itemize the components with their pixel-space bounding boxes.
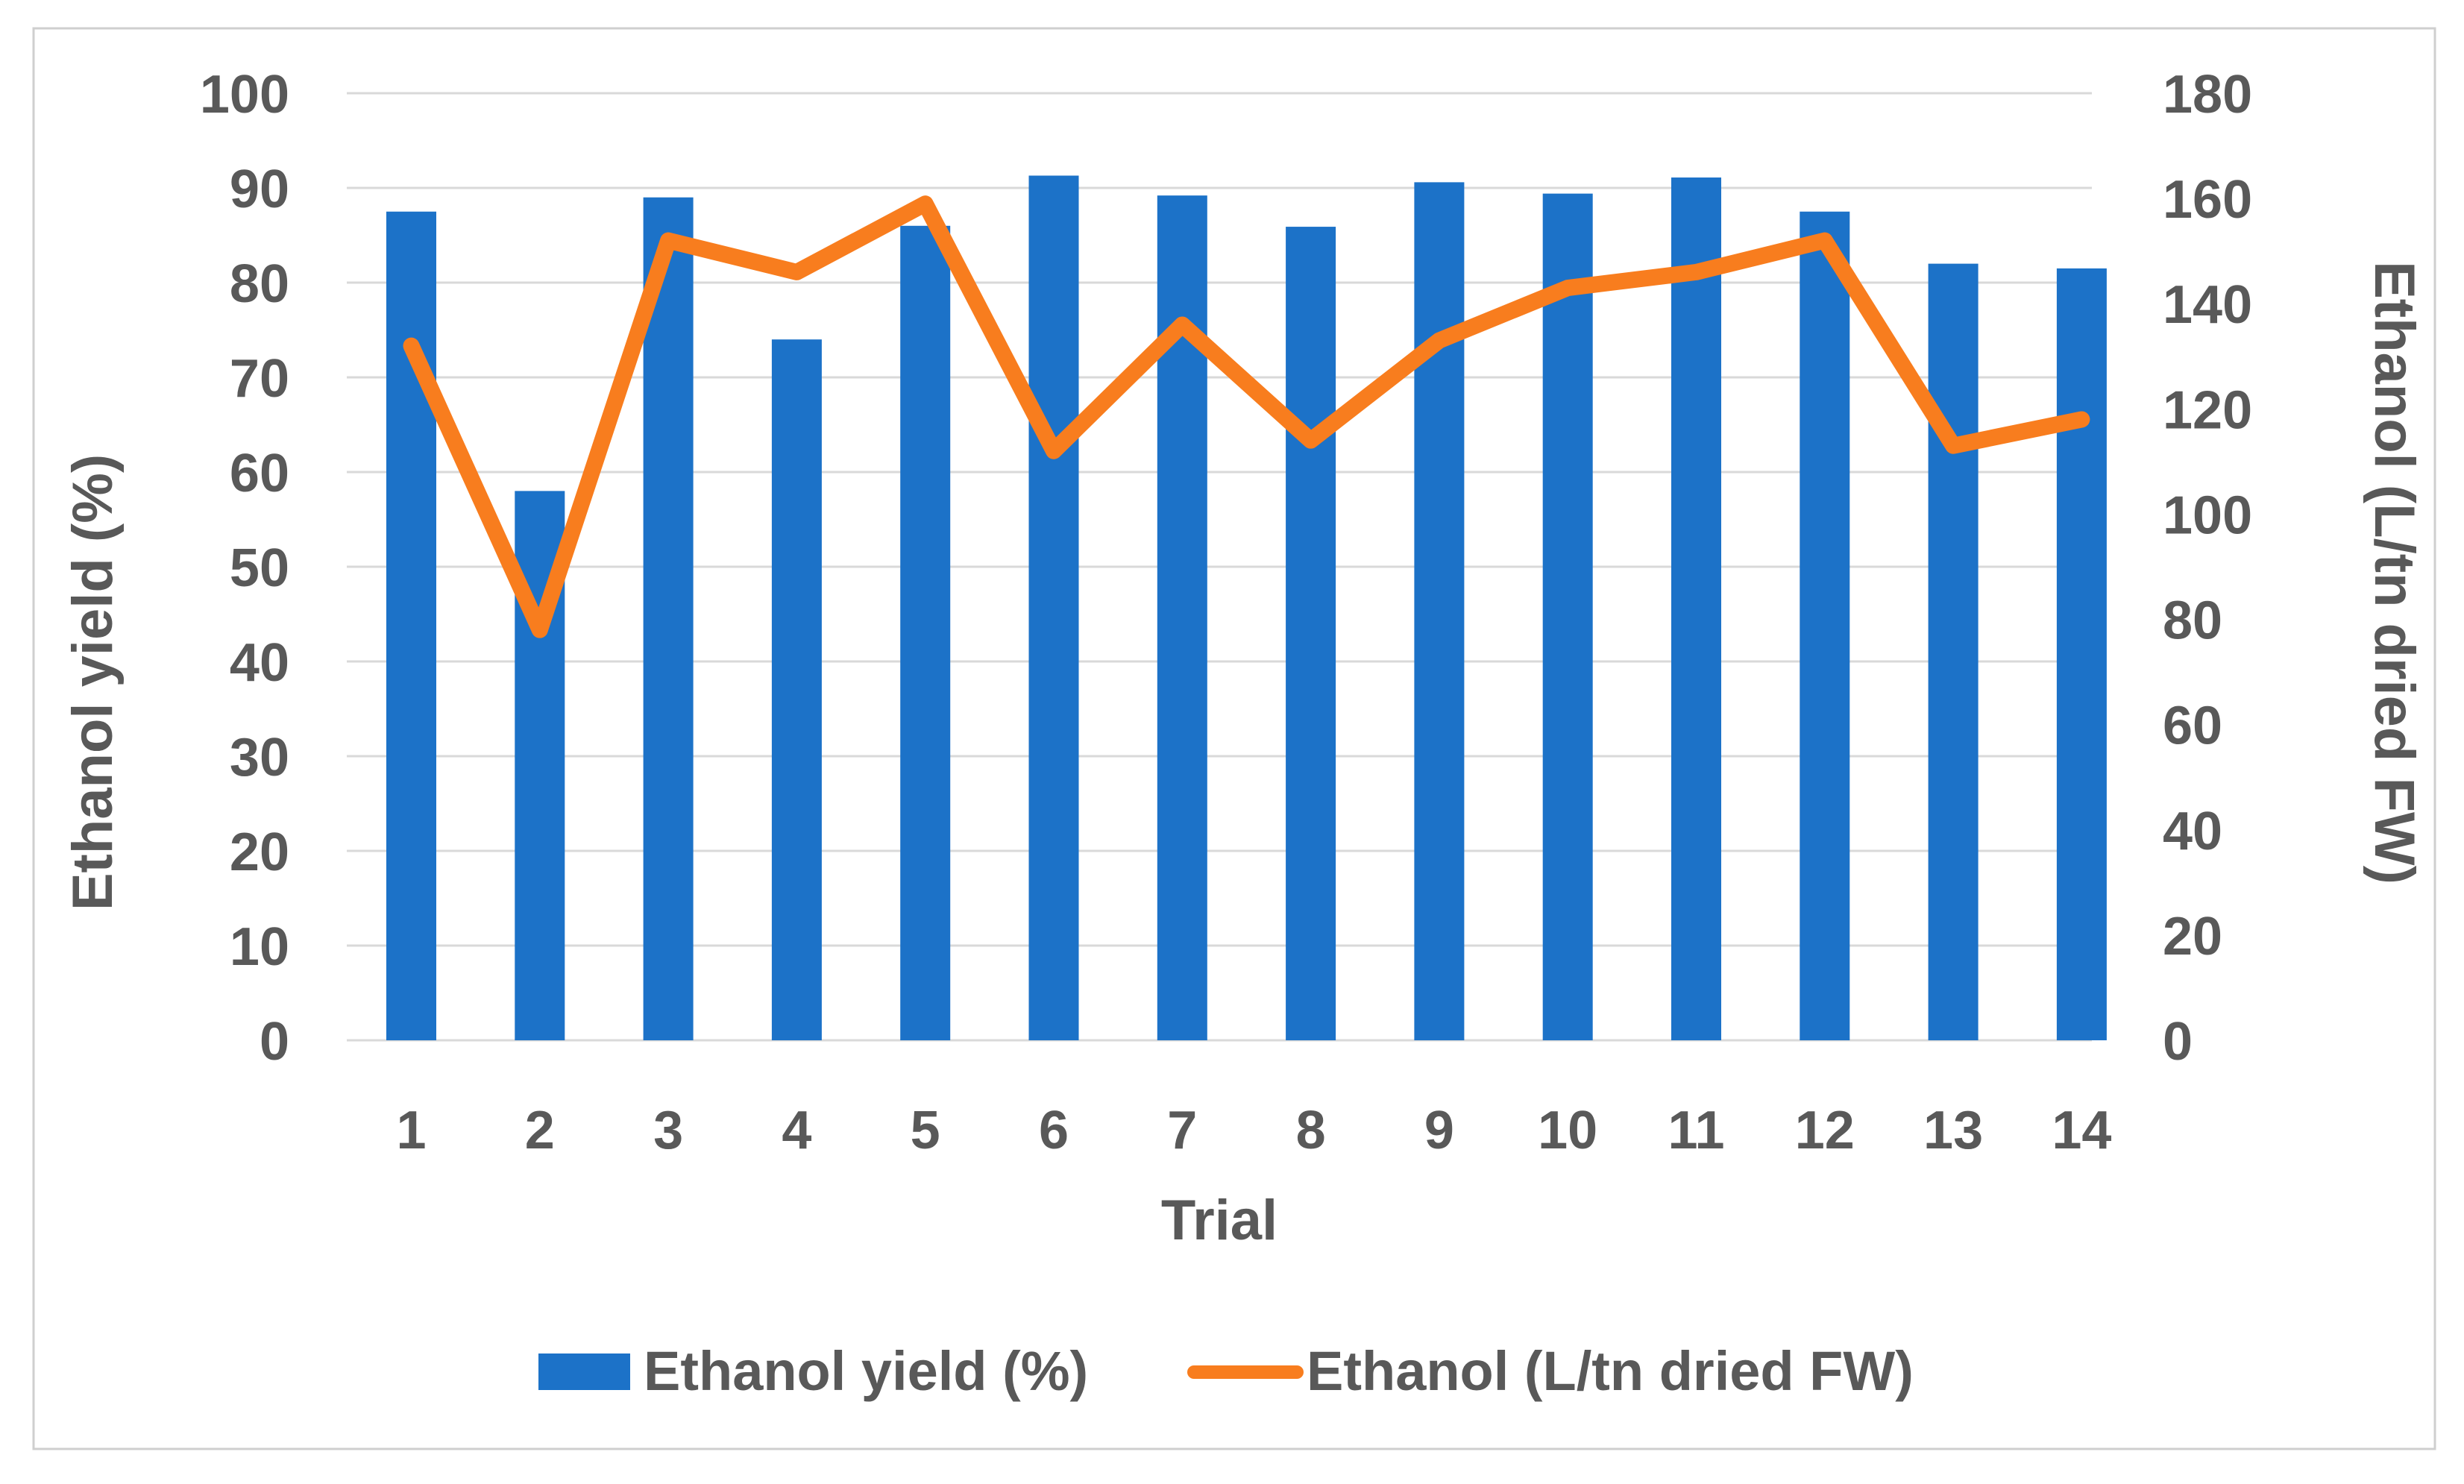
left-tick-80: 80 [230, 254, 289, 314]
bar-trial-14 [2056, 268, 2107, 1041]
bar-trial-4 [771, 339, 822, 1040]
left-tick-70: 70 [230, 349, 289, 409]
right-tick-140: 140 [2163, 275, 2252, 335]
right-tick-60: 60 [2163, 697, 2222, 756]
bar-trial-6 [1028, 175, 1079, 1041]
right-tick-40: 40 [2163, 802, 2222, 861]
x-tick-14: 14 [2052, 1101, 2111, 1160]
right-tick-100: 100 [2163, 485, 2252, 545]
right-tick-180: 180 [2163, 65, 2252, 125]
left-axis-tick-labels: 0 10 20 30 40 50 60 70 80 90 100 [200, 65, 289, 1072]
x-tick-13: 13 [1923, 1101, 1983, 1160]
left-tick-50: 50 [230, 538, 289, 598]
x-axis-title: Trial [1161, 1189, 1277, 1252]
bar-trial-3 [643, 197, 694, 1041]
right-tick-120: 120 [2163, 380, 2252, 440]
x-tick-2: 2 [525, 1101, 555, 1160]
line-series-ethanol-ltn [403, 195, 2090, 638]
x-tick-9: 9 [1424, 1101, 1454, 1160]
bar-trial-1 [386, 211, 436, 1040]
bar-trial-5 [900, 225, 951, 1040]
left-tick-100: 100 [200, 65, 289, 125]
line-path [403, 195, 2090, 638]
bar-trial-11 [1671, 177, 1721, 1040]
legend-bar-swatch [538, 1353, 630, 1390]
x-tick-1: 1 [396, 1101, 426, 1160]
legend-label-ethanol-ltn: Ethanol (L/tn dried FW) [1307, 1340, 1914, 1402]
left-tick-10: 10 [230, 917, 289, 977]
x-tick-6: 6 [1039, 1101, 1069, 1160]
left-tick-40: 40 [230, 633, 289, 693]
bar-trial-9 [1414, 182, 1465, 1040]
legend: Ethanol yield (%) Ethanol (L/tn dried FW… [538, 1340, 1914, 1402]
x-tick-3: 3 [653, 1101, 683, 1160]
bar-trial-8 [1286, 227, 1336, 1040]
right-tick-160: 160 [2163, 170, 2252, 230]
x-tick-8: 8 [1296, 1101, 1326, 1160]
bar-trial-10 [1542, 193, 1593, 1040]
x-tick-5: 5 [911, 1101, 940, 1160]
right-axis-title: Ethanol (L/tn dried FW) [2363, 261, 2426, 884]
right-tick-80: 80 [2163, 591, 2222, 651]
figure-border [32, 27, 2436, 1450]
x-tick-10: 10 [1538, 1101, 1597, 1160]
right-tick-20: 20 [2163, 907, 2222, 966]
x-axis-tick-labels: 1 2 3 4 5 6 7 8 9 10 11 12 13 14 [396, 1101, 2111, 1160]
x-tick-11: 11 [1668, 1101, 1724, 1160]
left-tick-0: 0 [260, 1012, 289, 1072]
left-tick-30: 30 [230, 728, 289, 787]
bar-trial-12 [1800, 211, 1850, 1040]
x-tick-4: 4 [782, 1101, 811, 1160]
right-tick-0: 0 [2163, 1012, 2193, 1072]
right-axis-tick-labels: 0 20 40 60 80 100 120 140 160 180 [2163, 65, 2252, 1072]
legend-label-ethanol-yield: Ethanol yield (%) [644, 1340, 1088, 1402]
x-tick-12: 12 [1795, 1101, 1855, 1160]
bar-trial-13 [1928, 263, 1979, 1041]
left-tick-60: 60 [230, 444, 289, 503]
left-tick-20: 20 [230, 823, 289, 882]
left-tick-90: 90 [230, 160, 289, 219]
x-tick-7: 7 [1167, 1101, 1197, 1160]
left-axis-title: Ethanol yield (%) [61, 454, 125, 911]
